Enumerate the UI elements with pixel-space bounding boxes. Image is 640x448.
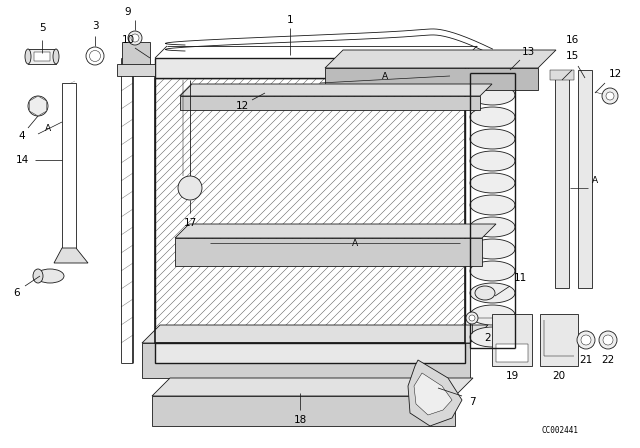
Bar bbox=[28, 49, 56, 64]
Polygon shape bbox=[142, 325, 488, 343]
Text: 4: 4 bbox=[19, 131, 26, 141]
Circle shape bbox=[599, 331, 617, 349]
Text: 18: 18 bbox=[293, 415, 307, 425]
Ellipse shape bbox=[470, 73, 515, 84]
Polygon shape bbox=[117, 64, 155, 76]
Circle shape bbox=[33, 100, 44, 112]
Ellipse shape bbox=[470, 129, 515, 149]
Circle shape bbox=[606, 92, 614, 100]
Text: A: A bbox=[382, 72, 388, 81]
Bar bbox=[155, 58, 465, 78]
Bar bbox=[540, 314, 578, 366]
Text: 12: 12 bbox=[236, 101, 248, 111]
Polygon shape bbox=[152, 396, 455, 426]
Text: A: A bbox=[352, 238, 358, 247]
Text: 21: 21 bbox=[579, 355, 593, 365]
Bar bbox=[578, 70, 592, 288]
Polygon shape bbox=[414, 373, 452, 415]
Circle shape bbox=[602, 88, 618, 104]
Polygon shape bbox=[408, 360, 462, 426]
Circle shape bbox=[128, 31, 142, 45]
Polygon shape bbox=[122, 42, 150, 66]
Text: 11: 11 bbox=[513, 273, 527, 283]
Ellipse shape bbox=[470, 85, 515, 105]
Bar bbox=[550, 70, 574, 80]
Ellipse shape bbox=[470, 327, 515, 347]
Text: 20: 20 bbox=[552, 371, 566, 381]
Polygon shape bbox=[142, 343, 470, 378]
Ellipse shape bbox=[470, 151, 515, 171]
Text: 19: 19 bbox=[506, 371, 518, 381]
Text: A: A bbox=[45, 124, 51, 133]
Circle shape bbox=[131, 34, 139, 42]
Polygon shape bbox=[54, 248, 88, 263]
Text: 22: 22 bbox=[602, 355, 614, 365]
Text: 10: 10 bbox=[122, 35, 134, 45]
Ellipse shape bbox=[470, 239, 515, 259]
Text: 12: 12 bbox=[609, 69, 621, 79]
Ellipse shape bbox=[470, 305, 515, 325]
Ellipse shape bbox=[470, 283, 515, 303]
Bar bbox=[155, 78, 465, 343]
Polygon shape bbox=[180, 84, 492, 96]
Circle shape bbox=[466, 312, 478, 324]
Ellipse shape bbox=[475, 286, 495, 300]
Ellipse shape bbox=[25, 49, 31, 64]
Bar bbox=[492, 314, 532, 366]
Ellipse shape bbox=[470, 261, 515, 281]
Text: 14: 14 bbox=[15, 155, 29, 165]
Polygon shape bbox=[29, 96, 47, 116]
Bar bbox=[155, 343, 465, 363]
Circle shape bbox=[90, 51, 100, 61]
Text: A: A bbox=[592, 176, 598, 185]
Bar bbox=[62, 83, 76, 248]
Ellipse shape bbox=[33, 269, 43, 283]
Text: 16: 16 bbox=[565, 35, 579, 45]
Polygon shape bbox=[175, 238, 482, 266]
Bar bbox=[555, 78, 569, 288]
Text: 17: 17 bbox=[184, 218, 196, 228]
Circle shape bbox=[178, 176, 202, 200]
Circle shape bbox=[86, 47, 104, 65]
Circle shape bbox=[581, 335, 591, 345]
Bar bbox=[34, 52, 50, 61]
Ellipse shape bbox=[470, 217, 515, 237]
Text: CC002441: CC002441 bbox=[541, 426, 579, 435]
Text: 6: 6 bbox=[13, 288, 20, 298]
Polygon shape bbox=[325, 50, 556, 68]
Polygon shape bbox=[152, 378, 473, 396]
Text: 1: 1 bbox=[287, 15, 293, 25]
Circle shape bbox=[577, 331, 595, 349]
Text: 9: 9 bbox=[125, 7, 131, 17]
Polygon shape bbox=[180, 96, 480, 110]
Polygon shape bbox=[175, 224, 496, 238]
Ellipse shape bbox=[53, 49, 59, 64]
Bar bbox=[496, 344, 528, 362]
Ellipse shape bbox=[470, 173, 515, 193]
Bar bbox=[155, 78, 465, 343]
Ellipse shape bbox=[36, 269, 64, 283]
Text: 13: 13 bbox=[522, 47, 534, 57]
Circle shape bbox=[603, 335, 613, 345]
Ellipse shape bbox=[470, 107, 515, 127]
Text: 5: 5 bbox=[38, 23, 45, 33]
Polygon shape bbox=[325, 68, 538, 90]
Text: 7: 7 bbox=[468, 397, 476, 407]
Circle shape bbox=[28, 96, 48, 116]
Text: 15: 15 bbox=[565, 51, 579, 61]
Text: 3: 3 bbox=[92, 21, 99, 31]
Circle shape bbox=[469, 315, 475, 321]
Text: 2: 2 bbox=[484, 333, 492, 343]
Ellipse shape bbox=[470, 195, 515, 215]
